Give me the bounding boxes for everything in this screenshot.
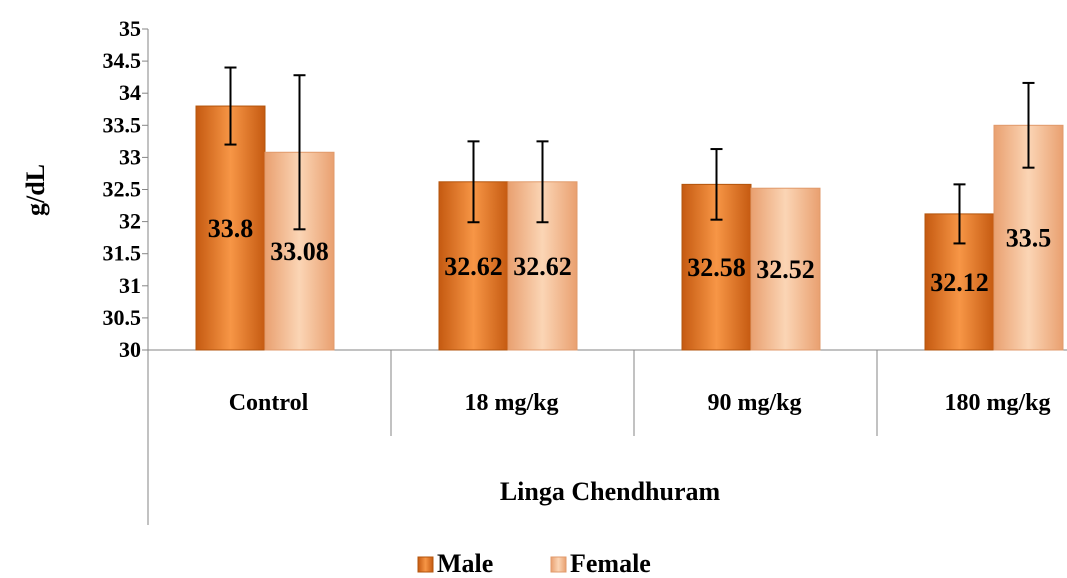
legend-swatch-male (417, 556, 434, 573)
y-tick-label: 30.5 (103, 305, 142, 330)
y-tick-label: 31 (119, 273, 141, 298)
y-tick-label: 35 (119, 16, 141, 41)
category-label: Control (229, 390, 309, 416)
data-label-male: 32.12 (930, 268, 989, 297)
bar-male-0 (195, 105, 266, 351)
bar-female-2 (750, 187, 821, 351)
y-tick-label: 32 (119, 209, 141, 234)
y-tick-label: 34.5 (103, 48, 142, 73)
data-label-female: 32.62 (513, 252, 572, 281)
category-label: 180 mg/kg (944, 390, 1050, 416)
data-label-male: 33.8 (208, 214, 254, 243)
bars (195, 105, 1064, 351)
data-label-female: 33.08 (270, 237, 329, 266)
category-labels: Control 18 mg/kg 90 mg/kg 180 mg/kg (229, 390, 1051, 416)
legend-swatch-female (550, 556, 567, 573)
data-labels: 33.8 33.08 32.62 32.62 32.58 32.52 32.12 33.5 (208, 214, 1052, 297)
data-label-female: 33.5 (1006, 224, 1052, 253)
category-label: 90 mg/kg (707, 390, 801, 416)
y-axis-title: g/dL (21, 164, 50, 216)
legend-label-female: Female (570, 549, 651, 578)
error-bars (224, 66, 1035, 245)
y-tick-labels: 30 30.5 31 31.5 32 32.5 33 33.5 34 34.5 35 (103, 16, 142, 362)
data-label-female: 32.52 (756, 255, 815, 284)
y-tick-label: 30 (119, 337, 141, 362)
category-label: 18 mg/kg (464, 390, 558, 416)
legend-label-male: Male (437, 549, 493, 578)
y-tick-label: 33 (119, 144, 141, 169)
y-tick-label: 33.5 (103, 112, 142, 137)
bar-male-1 (438, 181, 509, 351)
y-tick-label: 32.5 (103, 177, 142, 202)
legend: Male Female (417, 549, 651, 578)
y-tick-label: 34 (119, 80, 141, 105)
data-label-male: 32.62 (444, 252, 503, 281)
data-label-male: 32.58 (687, 253, 746, 282)
x-axis-title: Linga Chendhuram (500, 477, 721, 506)
y-tick-label: 31.5 (103, 241, 142, 266)
